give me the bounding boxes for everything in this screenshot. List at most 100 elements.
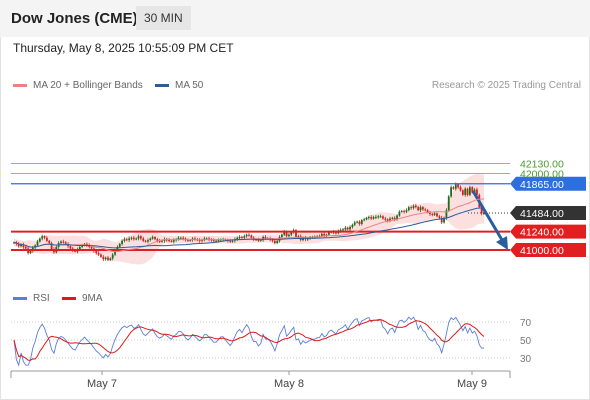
candle-body: [464, 188, 467, 195]
candle-body: [109, 258, 112, 260]
candle-body: [229, 240, 232, 242]
candle-body: [168, 240, 170, 242]
candle-body: [363, 219, 366, 221]
candle-body: [36, 241, 39, 246]
candle-body: [236, 237, 239, 240]
candle-body: [123, 239, 126, 241]
candle-body: [205, 238, 208, 240]
candle-body: [241, 236, 243, 238]
candle-body: [426, 210, 429, 213]
candle-body: [372, 217, 375, 219]
candle-body: [17, 243, 20, 247]
candle-body: [450, 187, 452, 197]
candle-body: [257, 239, 260, 241]
candle-body: [367, 217, 370, 219]
x-tick-label: May 7: [87, 378, 117, 390]
candle-body: [100, 254, 102, 257]
candle-body: [20, 244, 22, 247]
credit-text: Research © 2025 Trading Central: [431, 80, 581, 91]
candle-body: [377, 216, 380, 218]
candle-body: [281, 234, 283, 237]
legend-ma20-label: MA 20 + Bollinger Bands: [33, 80, 143, 91]
candle-body: [132, 237, 135, 240]
candle-body: [457, 184, 460, 188]
x-tick-label: May 8: [274, 378, 304, 390]
candle-body: [424, 209, 427, 211]
price-tag-support: [510, 243, 586, 257]
candle-body: [356, 221, 358, 223]
candle-body: [50, 243, 53, 250]
candle-body: [443, 217, 445, 223]
candle-body: [90, 246, 93, 249]
candle-body: [391, 217, 394, 219]
candle-body: [360, 220, 363, 224]
candle-body: [346, 227, 349, 230]
rsi-swatch-icon: [13, 296, 27, 300]
candle-body: [342, 229, 344, 231]
candle-body: [179, 237, 182, 239]
candle-body: [29, 250, 32, 254]
candle-body: [469, 187, 471, 195]
price-tag-label-resistance: 42000.00: [520, 168, 564, 180]
candle-body: [295, 230, 297, 237]
candle-body: [414, 205, 417, 208]
candle-body: [344, 227, 347, 230]
bollinger-band-area: [14, 174, 484, 265]
candle-body: [349, 227, 351, 230]
candle-body: [111, 254, 114, 259]
candle-body: [114, 250, 116, 255]
datetime-label: Thursday, May 8, 2025 10:55:09 PM CET: [13, 41, 234, 55]
candle-body: [436, 213, 438, 217]
candle-body: [243, 236, 246, 238]
candle-body: [48, 240, 51, 244]
x-tick-label: May 9: [457, 378, 487, 390]
price-tag-label-last-price: 41484.00: [520, 208, 564, 220]
rsi-tick-label: 70: [520, 318, 532, 329]
candle-body: [130, 237, 133, 239]
candle-body: [422, 207, 424, 210]
candle-body: [438, 216, 441, 218]
candle-body: [273, 240, 276, 244]
candle-body: [170, 240, 173, 242]
candle-body: [429, 212, 431, 215]
timeframe-badge[interactable]: 30 MIN: [136, 6, 191, 30]
candle-body: [323, 233, 326, 236]
candle-body: [81, 245, 84, 247]
candle-body: [208, 238, 210, 240]
candle-body: [125, 239, 128, 241]
candle-body: [480, 207, 483, 214]
candle-body: [60, 241, 62, 244]
candle-body: [177, 237, 180, 240]
candle-body: [386, 219, 389, 221]
candle-body: [128, 238, 131, 241]
candle-body: [248, 234, 250, 236]
candle-body: [144, 240, 147, 242]
candle-body: [95, 250, 98, 254]
candle-body: [259, 240, 262, 242]
candle-body: [194, 238, 196, 240]
legend-rsi-label: RSI: [33, 293, 50, 304]
candle-body: [201, 240, 203, 242]
candle-body: [161, 240, 163, 242]
ma50-swatch-icon: [155, 83, 169, 87]
candle-body: [339, 230, 342, 232]
legend-ma50-label: MA 50: [175, 80, 204, 91]
candle-body: [393, 217, 396, 220]
candle-body: [13, 242, 15, 244]
ma9-swatch-icon: [62, 296, 76, 300]
candle-body: [476, 189, 478, 195]
price-tag-label-support: 41000.00: [520, 245, 564, 257]
candle-body: [43, 236, 46, 238]
legend-rsi: RSI: [13, 293, 50, 304]
candle-body: [135, 238, 138, 240]
candle-body: [461, 190, 464, 195]
rsi-tick-label: 50: [520, 336, 532, 347]
price-tag-support: [510, 224, 586, 239]
candle-body: [97, 253, 100, 255]
price-tag-label-resistance: 42130.00: [520, 158, 564, 170]
candle-body: [137, 236, 140, 239]
forecast-arrowhead-icon: [496, 236, 508, 250]
rsi-ma9-line: [13, 319, 485, 361]
candle-body: [471, 187, 474, 193]
